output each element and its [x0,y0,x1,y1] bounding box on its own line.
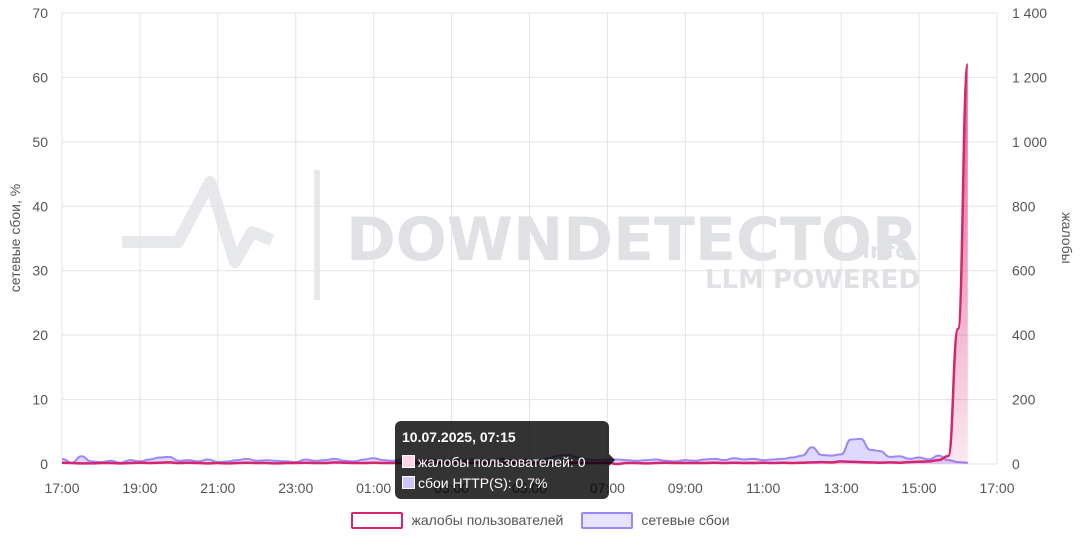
tooltip-row-failures: сбои HTTP(S): 0.7% [402,472,602,493]
y-left-axis-title: сетевые сбои, % [7,184,23,292]
y-left-tick-label: 70 [32,5,48,21]
y-right-tick-label: 1 000 [1012,134,1047,150]
x-tick-label: 09:00 [668,480,703,496]
tooltip: 10.07.2025, 07:15 жалобы пользователей: … [395,421,615,499]
x-tick-label: 23:00 [278,480,313,496]
tooltip-failures-swatch [402,476,415,489]
watermark-tagline: LLM POWERED [705,265,920,295]
y-left-tick-label: 60 [32,69,48,85]
watermark-pulse-icon [122,176,275,268]
x-tick-label: 11:00 [746,480,780,496]
x-tick-label: 15:00 [902,480,937,496]
legend-item-complaints[interactable]: жалобы пользователей [351,511,564,529]
x-tick-label: 19:00 [122,480,157,496]
watermark-suffix: .info [854,239,910,264]
legend-failures-label: сетевые сбои [641,512,730,528]
tooltip-title: 10.07.2025, 07:15 [402,429,516,445]
x-tick-label: 17:00 [44,480,79,496]
y-left-tick-label: 50 [32,134,48,150]
y-right-axis-title: жалобы [1059,212,1075,263]
y-left-tick-label: 30 [32,263,48,279]
y-right-tick-label: 200 [1012,392,1036,408]
legend: жалобы пользователей сетевые сбои [0,507,1081,533]
legend-complaints-label: жалобы пользователей [411,512,564,528]
tooltip-row-complaints: жалобы пользователей: 0 [402,451,602,472]
legend-complaints-swatch [351,511,404,529]
watermark-brand: DOWNDETECTOR [346,205,918,275]
legend-failures-swatch [581,511,634,529]
x-tick-label: 21:00 [200,480,235,496]
tooltip-failures-text: сбои HTTP(S): 0.7% [418,474,548,491]
tooltip-complaints-text: жалобы пользователей: 0 [418,453,586,470]
y-left-tick-label: 20 [32,327,48,343]
y-right-tick-label: 800 [1012,198,1036,214]
watermark: DOWNDETECTOR .info LLM POWERED [122,170,920,300]
x-tick-label: 17:00 [979,480,1014,496]
x-tick-label: 01:00 [356,480,391,496]
y-right-tick-label: 600 [1012,263,1036,279]
x-tick-label: 13:00 [824,480,859,496]
legend-item-failures[interactable]: сетевые сбои [581,511,730,529]
y-right-tick-label: 0 [1012,456,1020,472]
y-left-tick-label: 0 [40,456,48,472]
y-left-tick-label: 10 [32,392,48,408]
y-right-tick-label: 1 400 [1012,5,1047,21]
y-right-tick-label: 400 [1012,327,1036,343]
y-right-tick-label: 1 200 [1012,69,1047,85]
y-left-tick-label: 40 [32,198,48,214]
tooltip-complaints-swatch [402,455,415,468]
